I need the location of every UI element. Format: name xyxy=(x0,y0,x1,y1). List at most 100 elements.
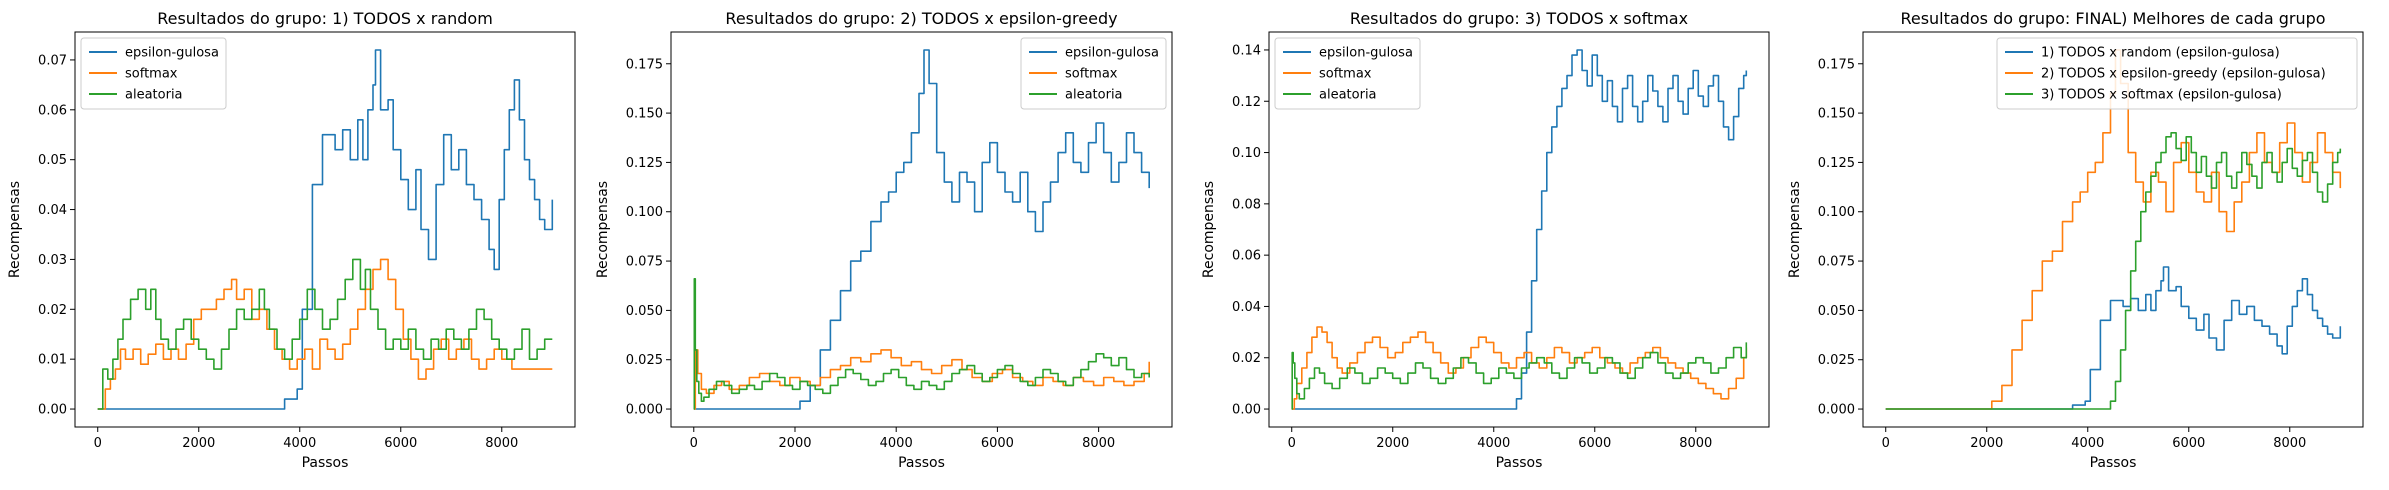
x-tick-label: 8000 xyxy=(1679,436,1712,451)
y-tick-label: 0.01 xyxy=(38,353,67,368)
legend-label: softmax xyxy=(1319,67,1372,82)
series-line-3 xyxy=(1885,132,2342,410)
x-tick-label: 8000 xyxy=(1082,436,1115,451)
y-tick-label: 0.150 xyxy=(1818,107,1855,122)
axes-frame xyxy=(1268,31,1770,428)
x-tick-label: 0 xyxy=(690,436,698,451)
x-axis-label: Passos xyxy=(302,455,349,471)
series-line-1 xyxy=(1291,49,1748,410)
x-tick-label: 6000 xyxy=(1578,436,1611,451)
y-tick-label: 0.125 xyxy=(1818,156,1855,171)
series-line-1 xyxy=(97,49,554,410)
chart-4: Resultados do grupo: FINAL) Melhores de … xyxy=(1787,9,2364,471)
y-tick-label: 0.04 xyxy=(1232,300,1261,315)
y-tick-label: 0.05 xyxy=(38,153,67,168)
legend-label: 3) TODOS x softmax (epsilon-gulosa) xyxy=(2041,88,2282,103)
y-axis-label: Recompensas xyxy=(1201,181,1217,278)
x-tick-label: 6000 xyxy=(2172,436,2205,451)
legend-label: aleatoria xyxy=(1319,88,1377,103)
legend-label: aleatoria xyxy=(125,88,183,103)
legend-label: epsilon-gulosa xyxy=(1065,46,1159,61)
legend-label: softmax xyxy=(125,67,178,82)
x-tick-label: 2000 xyxy=(778,436,811,451)
x-tick-label: 2000 xyxy=(1970,436,2003,451)
x-tick-label: 0 xyxy=(94,436,102,451)
legend-label: epsilon-gulosa xyxy=(125,46,219,61)
y-tick-label: 0.100 xyxy=(1818,205,1855,220)
y-tick-label: 0.04 xyxy=(38,203,67,218)
chart-2: Resultados do grupo: 2) TODOS x epsilon-… xyxy=(595,9,1173,471)
axes-frame xyxy=(74,31,576,428)
y-tick-label: 0.125 xyxy=(626,156,663,171)
legend: 1) TODOS x random (epsilon-gulosa) 2) TOD… xyxy=(1996,37,2358,110)
x-tick-label: 8000 xyxy=(2273,436,2306,451)
series-group xyxy=(1885,49,2342,410)
x-tick-label: 4000 xyxy=(2071,436,2104,451)
chart-1: Resultados do grupo: 1) TODOS x random 0 2… xyxy=(7,9,576,471)
x-axis-label: Passos xyxy=(898,455,945,471)
y-tick-label: 0.08 xyxy=(1232,197,1261,212)
series-line-3 xyxy=(693,278,1150,410)
y-tick-label: 0.050 xyxy=(626,304,663,319)
y-axis-label: Recompensas xyxy=(7,181,23,278)
x-tick-label: 6000 xyxy=(384,436,417,451)
y-tick-label: 0.12 xyxy=(1232,95,1261,110)
x-axis-label: Passos xyxy=(1496,455,1543,471)
legend: epsilon-gulosa softmax aleatoria xyxy=(80,37,227,110)
y-tick-label: 0.050 xyxy=(1818,304,1855,319)
x-tick-label: 8000 xyxy=(485,436,518,451)
y-tick-label: 0.06 xyxy=(1232,249,1261,264)
y-tick-label: 0.075 xyxy=(1818,255,1855,270)
series-line-2 xyxy=(693,349,1150,410)
x-tick-label: 4000 xyxy=(1477,436,1510,451)
x-tick-label: 4000 xyxy=(880,436,913,451)
legend-label: aleatoria xyxy=(1065,88,1123,103)
series-group xyxy=(693,49,1150,410)
legend-label: epsilon-gulosa xyxy=(1319,46,1413,61)
chart-title: Resultados do grupo: 3) TODOS x softmax xyxy=(1350,9,1688,28)
x-tick-label: 6000 xyxy=(981,436,1014,451)
x-tick-label: 4000 xyxy=(283,436,316,451)
axes-frame xyxy=(670,31,1173,428)
series-line-2 xyxy=(97,258,553,410)
x-tick-label: 2000 xyxy=(182,436,215,451)
y-tick-label: 0.10 xyxy=(1232,146,1261,161)
legend-label: 2) TODOS x epsilon-greedy (epsilon-gulos… xyxy=(2041,67,2326,82)
series-line-1 xyxy=(693,49,1150,410)
y-tick-label: 0.06 xyxy=(38,103,67,118)
y-axis-label: Recompensas xyxy=(1787,181,1803,278)
legend-label: softmax xyxy=(1065,67,1118,82)
series-line-3 xyxy=(1291,342,1748,410)
y-tick-label: 0.175 xyxy=(1818,57,1855,72)
chart-3: Resultados do grupo: 3) TODOS x softmax 0… xyxy=(1201,9,1770,471)
y-tick-label: 0.175 xyxy=(626,57,663,72)
y-tick-label: 0.025 xyxy=(626,353,663,368)
y-tick-label: 0.000 xyxy=(626,403,663,418)
legend-box xyxy=(80,37,227,110)
legend: epsilon-gulosa softmax aleatoria xyxy=(1274,37,1421,110)
y-tick-label: 0.02 xyxy=(1232,351,1261,366)
x-axis-label: Passos xyxy=(2090,455,2137,471)
legend: epsilon-gulosa softmax aleatoria xyxy=(1020,37,1167,110)
x-tick-label: 0 xyxy=(1288,436,1296,451)
y-tick-label: 0.03 xyxy=(38,253,67,268)
y-tick-label: 0.07 xyxy=(38,53,67,68)
y-tick-label: 0.100 xyxy=(626,205,663,220)
y-tick-label: 0.14 xyxy=(1232,43,1261,58)
y-tick-label: 0.00 xyxy=(1232,403,1261,418)
chart-title: Resultados do grupo: 2) TODOS x epsilon-… xyxy=(725,9,1117,28)
chart-title: Resultados do grupo: FINAL) Melhores de … xyxy=(1900,9,2325,28)
x-tick-label: 2000 xyxy=(1376,436,1409,451)
y-tick-label: 0.000 xyxy=(1818,403,1855,418)
series-group xyxy=(1291,49,1748,410)
legend-box xyxy=(1020,37,1167,110)
y-tick-label: 0.00 xyxy=(38,403,67,418)
x-tick-label: 0 xyxy=(1882,436,1890,451)
chart-title: Resultados do grupo: 1) TODOS x random xyxy=(157,9,493,28)
series-line-1 xyxy=(1885,266,2342,410)
y-tick-label: 0.02 xyxy=(38,303,67,318)
series-line-3 xyxy=(97,258,553,410)
series-line-2 xyxy=(1885,49,2342,410)
legend-label: 1) TODOS x random (epsilon-gulosa) xyxy=(2041,46,2280,61)
